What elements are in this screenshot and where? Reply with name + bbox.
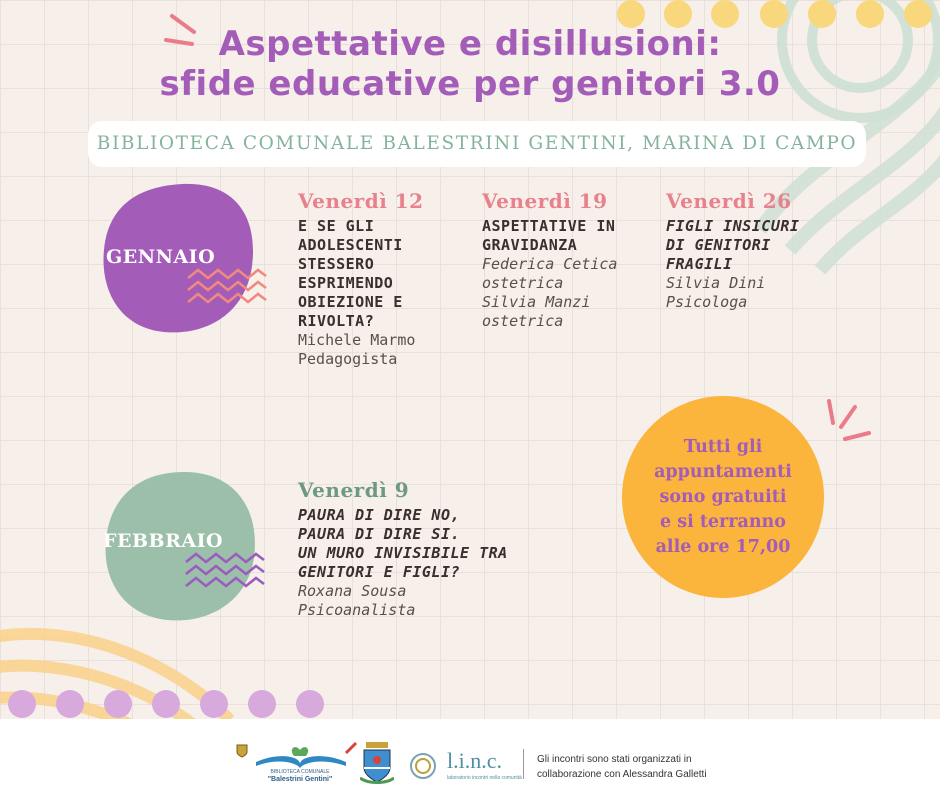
decorative-dot — [152, 690, 180, 718]
zigzag-icon — [187, 268, 267, 304]
event-day: Venerdì 26 — [666, 189, 792, 213]
decorative-dot — [617, 0, 645, 28]
decorative-dot — [856, 0, 884, 28]
event-title-line: ADOLESCENTI — [298, 236, 403, 254]
event-title-line: GENITORI E FIGLI? — [298, 563, 461, 581]
event-title-line: FRAGILI — [666, 255, 733, 273]
event-venerdi-19: Venerdì 19 ASPETTATIVE IN GRAVIDANZA Fed… — [482, 189, 617, 331]
speaker-line: ostetrica — [482, 274, 564, 292]
footer — [0, 719, 940, 788]
event-speaker: Roxana Sousa Psicoanalista — [298, 582, 508, 620]
month-label-gennaio: GENNAIO — [106, 246, 216, 268]
event-title-line: DI GENITORI — [666, 236, 771, 254]
venue-banner: BIBLIOTECA COMUNALE BALESTRINI GENTINI, … — [88, 121, 866, 167]
event-title-line: OBIEZIONE E — [298, 293, 403, 311]
event-title-line: ESPRIMENDO — [298, 274, 394, 292]
event-venerdi-12: Venerdì 12 E SE GLI ADOLESCENTI STESSERO… — [298, 189, 424, 369]
event-speaker: Federica Cetica ostetrica Silvia Manzi o… — [482, 255, 617, 331]
speaker-line: Roxana Sousa — [298, 582, 407, 600]
decorative-dot — [296, 690, 324, 718]
decorative-dot — [808, 0, 836, 28]
event-title: ASPETTATIVE IN GRAVIDANZA — [482, 217, 617, 255]
zigzag-icon — [185, 552, 265, 588]
decorative-dot — [760, 0, 788, 28]
event-title-line: ASPETTATIVE IN — [482, 217, 616, 235]
decorative-dot — [56, 690, 84, 718]
free-events-badge: Tutti gli appuntamenti sono gratuiti e s… — [622, 396, 824, 598]
decorative-dot — [8, 690, 36, 718]
speaker-line: Psicologa — [666, 293, 748, 311]
event-title: PAURA DI DIRE NO, PAURA DI DIRE SI. UN M… — [298, 506, 508, 582]
decorative-dot — [904, 0, 932, 28]
event-title-line: PAURA DI DIRE NO, — [298, 506, 461, 524]
speaker-line: Michele Marmo — [298, 331, 416, 349]
event-day: Venerdì 9 — [298, 478, 410, 502]
organizer-note: Gli incontri sono stati organizzati in c… — [537, 752, 707, 782]
event-title-line: E SE GLI — [298, 217, 375, 235]
event-title-line: GRAVIDANZA — [482, 236, 578, 254]
decorative-dot — [104, 690, 132, 718]
decorative-dot — [200, 690, 228, 718]
linc-logo-text: l.i.n.c. — [447, 748, 502, 773]
speaker-line: ostetrica — [482, 312, 564, 330]
event-title-line: FIGLI INSICURI — [666, 217, 800, 235]
title-line-1: Aspettative e disillusioni: — [218, 24, 722, 64]
library-logo-line: "Balestrini Gentini" — [267, 776, 333, 783]
free-note-line: sono gratuiti — [659, 486, 787, 507]
free-note-line: e si terranno — [660, 511, 786, 532]
event-venerdi-26: Venerdì 26 FIGLI INSICURI DI GENITORI FR… — [666, 189, 799, 312]
decorative-dot — [664, 0, 692, 28]
event-speaker: Silvia Dini Psicologa — [666, 274, 799, 312]
month-label-febbraio: FEBBRAIO — [103, 530, 224, 552]
free-note-line: Tutti gli — [683, 436, 763, 457]
speaker-line: Silvia Dini — [666, 274, 766, 292]
page-title: Aspettative e disillusioni: sfide educat… — [0, 24, 940, 104]
linc-logo-subtext: laboratorio incontri nella comunità — [447, 775, 522, 781]
event-title-line: UN MURO INVISIBILE TRA — [298, 544, 508, 562]
decorative-dot — [248, 690, 276, 718]
speaker-line: Psicoanalista — [298, 601, 416, 619]
footer-divider — [523, 749, 524, 779]
library-logo-text: BIBLIOTECA COMUNALE "Balestrini Gentini" — [252, 768, 348, 784]
speaker-line: Silvia Manzi — [482, 293, 591, 311]
decorative-dot — [711, 0, 739, 28]
event-title: FIGLI INSICURI DI GENITORI FRAGILI — [666, 217, 799, 274]
title-line-2: sfide educative per genitori 3.0 — [159, 64, 781, 104]
event-title-line: STESSERO — [298, 255, 375, 273]
organizer-note-line: Gli incontri sono stati organizzati in — [537, 754, 692, 765]
event-venerdi-9: Venerdì 9 PAURA DI DIRE NO, PAURA DI DIR… — [298, 478, 508, 620]
organizer-note-line: collaborazione con Alessandra Galletti — [537, 769, 707, 780]
sparkle-accent-icon — [827, 399, 871, 441]
free-note-line: alle ore 17,00 — [655, 536, 791, 557]
event-title-line: PAURA DI DIRE SI. — [298, 525, 461, 543]
event-title: E SE GLI ADOLESCENTI STESSERO ESPRIMENDO… — [298, 217, 424, 331]
speaker-line: Federica Cetica — [482, 255, 618, 273]
event-title-line: RIVOLTA? — [298, 312, 375, 330]
library-logo-line: BIBLIOTECA COMUNALE — [270, 769, 330, 775]
event-day: Venerdì 19 — [482, 189, 608, 213]
event-day: Venerdì 12 — [298, 189, 424, 213]
speaker-line: Pedagogista — [298, 350, 398, 368]
event-speaker: Michele Marmo Pedagogista — [298, 331, 424, 369]
free-note-line: appuntamenti — [654, 461, 792, 482]
